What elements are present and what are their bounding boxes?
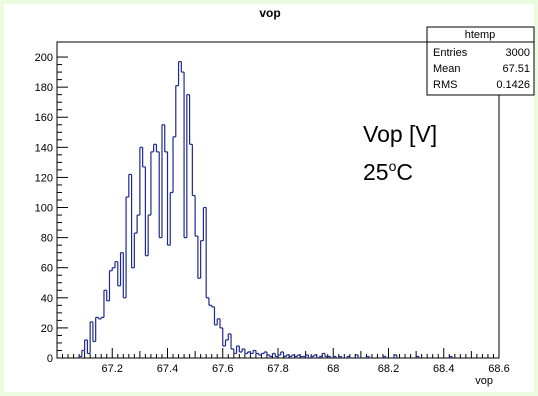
stats-rms-value: 0.1426 bbox=[496, 79, 530, 91]
y-tick-label: 200 bbox=[35, 52, 53, 64]
chart-title: vop bbox=[259, 6, 280, 20]
y-tick-label: 80 bbox=[41, 233, 53, 245]
stats-mean-label: Mean bbox=[433, 63, 461, 75]
y-tick-label: 20 bbox=[41, 323, 53, 335]
y-tick-label: 120 bbox=[35, 172, 53, 184]
y-tick-label: 160 bbox=[35, 112, 53, 124]
histogram-bins bbox=[78, 60, 453, 358]
stats-entries-value: 3000 bbox=[506, 47, 530, 59]
x-axis-label: vop bbox=[475, 375, 493, 387]
y-axis: 0 20 40 60 80 100 120 140 160 180 200 bbox=[35, 52, 68, 365]
x-tick-label: 67.4 bbox=[157, 363, 178, 375]
stats-entries-label: Entries bbox=[433, 47, 468, 59]
stats-box-frame bbox=[426, 26, 535, 96]
x-tick-label: 68 bbox=[327, 363, 339, 375]
y-tick-label: 140 bbox=[35, 142, 53, 154]
x-tick-label: 67.8 bbox=[267, 363, 288, 375]
stats-rms-label: RMS bbox=[433, 79, 457, 91]
annotation-temperature: 25oC bbox=[363, 158, 413, 185]
x-axis: 67.2 67.4 67.6 67.8 68 68.2 68.4 68.6 bbox=[56, 348, 510, 375]
y-tick-label: 180 bbox=[35, 82, 53, 94]
annotation-temperature-unit: C bbox=[396, 159, 413, 185]
x-tick-label: 68.4 bbox=[433, 363, 454, 375]
annotation-degree-superscript: o bbox=[389, 158, 397, 174]
stats-mean-value: 67.51 bbox=[502, 63, 530, 75]
x-tick-label: 67.2 bbox=[102, 363, 123, 375]
stats-box-title: htemp bbox=[465, 29, 496, 41]
annotation-temperature-value: 25 bbox=[363, 159, 389, 185]
y-tick-label: 40 bbox=[41, 293, 53, 305]
annotation-quantity: Vop [V] bbox=[363, 121, 437, 147]
y-tick-label: 60 bbox=[41, 263, 53, 275]
x-tick-label: 68.2 bbox=[378, 363, 399, 375]
annotation: Vop [V] 25oC bbox=[363, 121, 437, 185]
x-tick-label: 68.6 bbox=[488, 363, 509, 375]
y-tick-label: 0 bbox=[47, 353, 53, 365]
y-tick-label: 100 bbox=[35, 203, 53, 215]
x-tick-label: 67.6 bbox=[212, 363, 233, 375]
stats-box: htemp Entries 3000 Mean 67.51 RMS 0.1426 bbox=[426, 26, 535, 96]
